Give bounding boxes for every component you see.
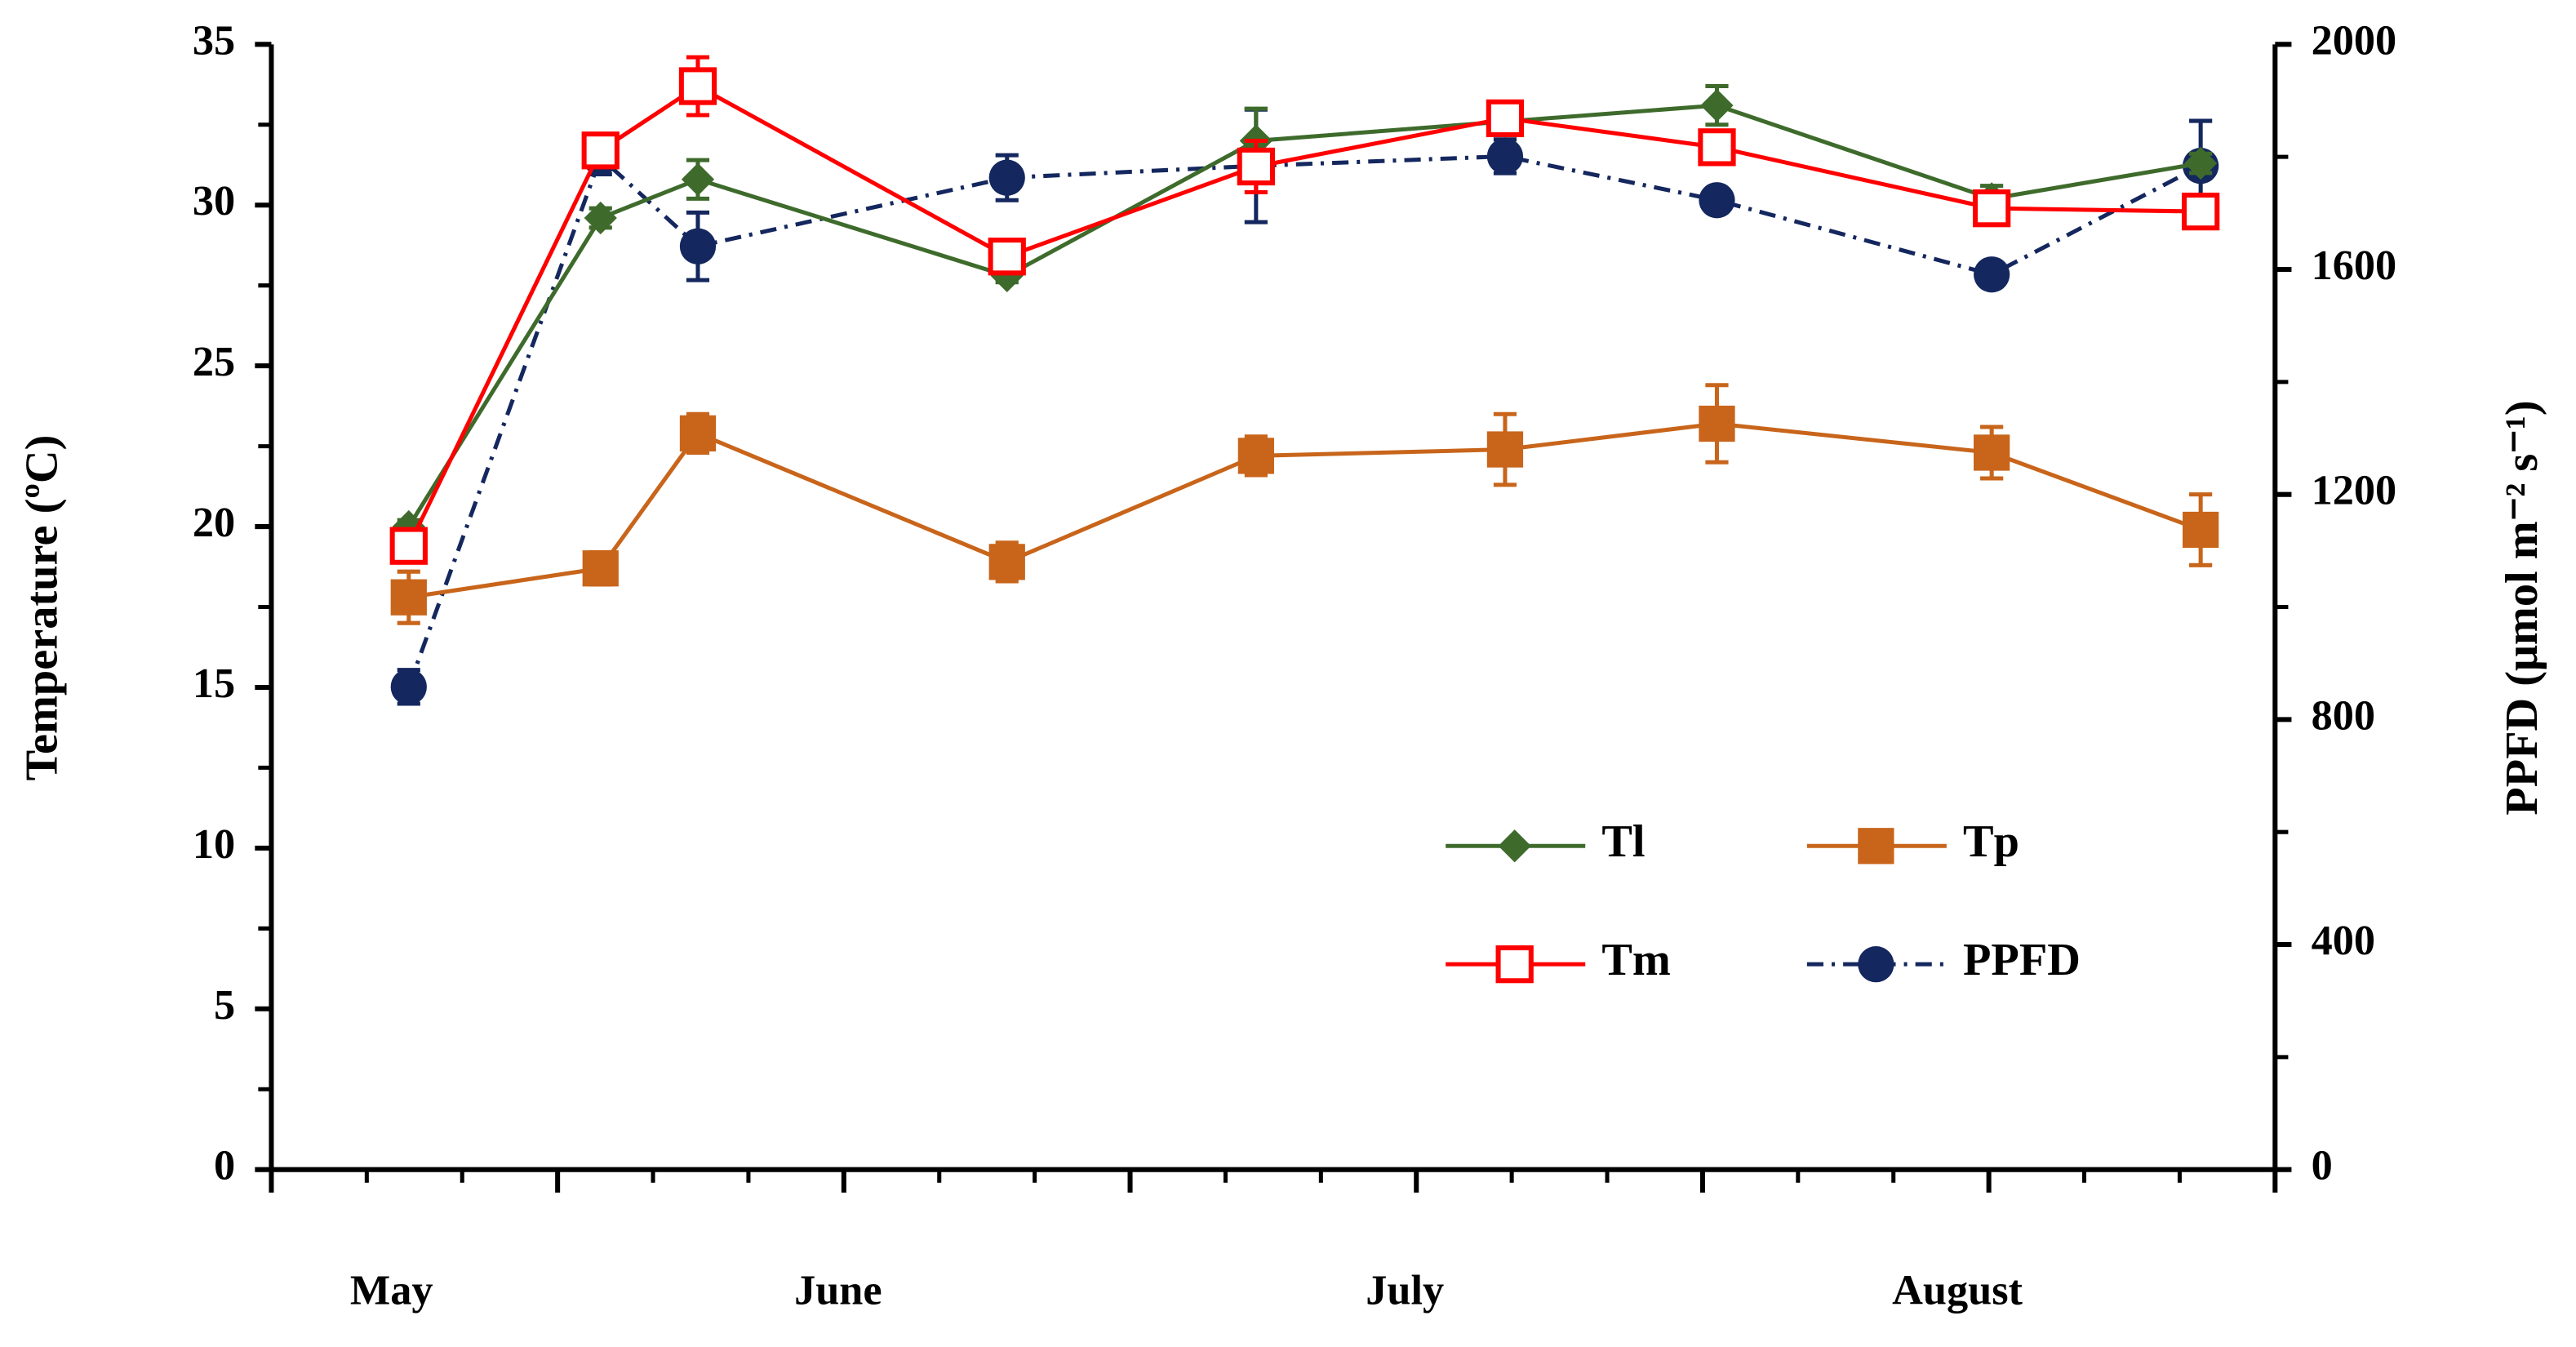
yticks-label: 20 xyxy=(193,499,235,546)
marker-open-square xyxy=(1486,99,1525,138)
yticks-label: 25 xyxy=(193,338,235,385)
legend-label: PPFD xyxy=(1963,935,2081,985)
marker-open-square xyxy=(581,131,620,170)
y2ticks-label: 0 xyxy=(2312,1142,2333,1189)
yticks-label: 35 xyxy=(193,16,235,64)
marker-circle xyxy=(1699,182,1735,219)
legend-label: Tp xyxy=(1963,816,2019,867)
marker-circle xyxy=(988,159,1025,196)
marker-diamond xyxy=(1498,829,1531,863)
marker-open-square xyxy=(389,527,428,565)
marker-open-square xyxy=(678,67,717,105)
marker-diamond xyxy=(1700,89,1734,122)
series-line xyxy=(406,153,2202,688)
y-axis-title: Temperature (ºC) xyxy=(17,435,68,781)
y2ticks-label: 1200 xyxy=(2312,467,2397,514)
x-month-label: July xyxy=(1366,1267,1444,1314)
marker-square xyxy=(2183,511,2219,549)
marker-open-square xyxy=(988,238,1026,276)
y2ticks-label: 800 xyxy=(2312,691,2375,739)
marker-square xyxy=(582,550,619,587)
y2ticks-label: 2000 xyxy=(2312,16,2397,64)
x-month-label: May xyxy=(350,1267,433,1314)
marker-circle xyxy=(679,228,717,265)
legend-label: Tm xyxy=(1601,935,1671,985)
x-month-label: June xyxy=(794,1267,882,1314)
marker-square xyxy=(988,544,1025,580)
marker-circle xyxy=(1486,138,1524,175)
yticks-label: 30 xyxy=(193,177,235,224)
marker-square xyxy=(679,415,717,451)
marker-open-square xyxy=(1972,189,2011,228)
yticks-label: 15 xyxy=(193,660,235,707)
series-line xyxy=(406,83,2201,547)
yticks-label: 0 xyxy=(214,1142,235,1189)
y2ticks-label: 400 xyxy=(2312,917,2375,964)
marker-square xyxy=(1974,434,2010,471)
y2-axis-title: PPFD (μmol m⁻² s⁻¹) xyxy=(2497,400,2547,815)
series-line xyxy=(408,421,2202,600)
marker-diamond xyxy=(2184,146,2218,180)
marker-square xyxy=(1237,438,1274,474)
yticks-label: 10 xyxy=(193,820,235,868)
marker-circle xyxy=(1974,256,2010,293)
yticks-label: 5 xyxy=(214,981,235,1029)
x-month-label: August xyxy=(1892,1267,2023,1314)
marker-square xyxy=(1858,828,1894,865)
marker-diamond xyxy=(681,162,715,196)
marker-open-square xyxy=(2182,192,2220,231)
marker-circle xyxy=(390,669,427,705)
marker-open-square xyxy=(1237,147,1275,186)
legend-label: Tl xyxy=(1601,816,1645,867)
marker-square xyxy=(1486,431,1524,468)
y2ticks-label: 1600 xyxy=(2312,242,2397,289)
marker-square xyxy=(1699,405,1735,442)
marker-square xyxy=(390,579,427,616)
marker-circle xyxy=(1858,946,1894,983)
marker-open-square xyxy=(1698,128,1736,167)
marker-diamond xyxy=(584,201,617,235)
marker-open-square xyxy=(1495,945,1534,984)
